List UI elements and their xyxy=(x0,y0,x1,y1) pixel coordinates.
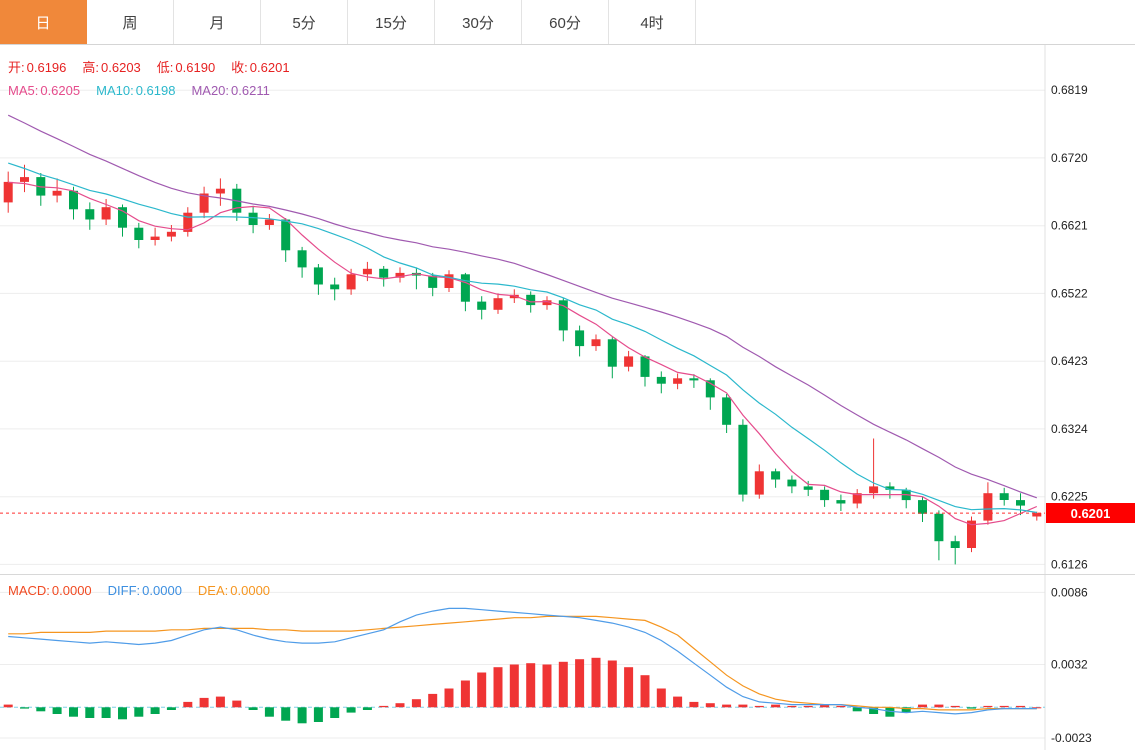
timeframe-tabs: 日周月 5分 15分 30分 60分 4时 xyxy=(0,0,1135,45)
price-axis-label-8: 0.6126 xyxy=(1051,557,1088,571)
macd-value: 0.0000 xyxy=(51,583,92,598)
dea-label: DEA: xyxy=(197,583,229,598)
macd-label: MACD: xyxy=(8,583,50,598)
macd-axis-label-1: 0.0086 xyxy=(1051,585,1088,599)
macd-grid: 0.0086 0.0032 -0.0023 xyxy=(0,575,1092,750)
ma20-label: MA20: xyxy=(191,83,230,98)
macd-axis-label-2: 0.0032 xyxy=(1051,658,1088,672)
price-axis-label-1: 0.6819 xyxy=(1051,83,1088,97)
macd-chart: 0.0086 0.0032 -0.0023 xyxy=(0,575,1092,750)
diff-line xyxy=(8,607,1037,715)
open-value: 0.6196 xyxy=(26,60,67,75)
dea-value: 0.0000 xyxy=(230,583,271,598)
ma5-value: 0.6205 xyxy=(40,83,81,98)
price-axis-label-4: 0.6522 xyxy=(1051,286,1088,300)
candles-layer xyxy=(3,164,1042,565)
high-value: 0.6203 xyxy=(101,60,141,75)
ma5-label: MA5: xyxy=(8,83,39,98)
price-axis-label-6: 0.6324 xyxy=(1051,422,1088,436)
open-label: 开: xyxy=(8,60,25,75)
diff-label: DIFF: xyxy=(107,583,141,598)
ma-legend: MA5: 0.6205 MA10: 0.6198 MA20: 0.6211 xyxy=(8,83,286,98)
price-axis-label-2: 0.6720 xyxy=(1051,151,1088,165)
macd-legend: MACD: 0.0000 DIFF: 0.0000 DEA: 0.0000 xyxy=(8,583,286,598)
timeframe-tab-3[interactable]: 月 xyxy=(174,0,261,44)
ma10-line xyxy=(8,162,1037,514)
macd-histogram xyxy=(3,657,1042,724)
ma20-line xyxy=(7,114,1038,499)
timeframe-tab-5[interactable]: 15分 xyxy=(348,0,435,44)
price-axis-label-7: 0.6225 xyxy=(1051,490,1088,504)
timeframe-tab-4[interactable]: 5分 xyxy=(261,0,348,44)
ohlc-legend: 开: 0.6196 高: 0.6203 低: 0.6190 收: 0.6201 xyxy=(8,57,306,76)
price-grid: 0.6819 0.6720 0.6621 0.6522 0.6423 0.6324 0.62… xyxy=(0,45,1088,574)
timeframe-tab-8[interactable]: 4时 xyxy=(609,0,696,44)
current-price-tag: 0.6201 xyxy=(1046,503,1135,523)
ma20-value: 0.6211 xyxy=(231,83,270,98)
low-value: 0.6190 xyxy=(175,60,216,75)
ma5-line xyxy=(8,181,1038,526)
timeframe-tab-6[interactable]: 30分 xyxy=(435,0,522,44)
dea-line xyxy=(8,615,1037,711)
timeframe-tab-2[interactable]: 周 xyxy=(87,0,174,44)
low-label: 低: xyxy=(156,60,174,75)
ma10-label: MA10: xyxy=(96,83,134,98)
timeframe-tab-7[interactable]: 60分 xyxy=(522,0,609,44)
timeframe-tab-1[interactable]: 日 xyxy=(0,0,87,44)
macd-panel: 0.0086 0.0032 -0.0023 MACD: 0.0000 DIFF: 0.00… xyxy=(0,575,1135,750)
diff-value: 0.0000 xyxy=(142,583,182,598)
ma10-value: 0.6198 xyxy=(135,83,176,98)
close-value: 0.6201 xyxy=(249,60,290,75)
price-axis-label-3: 0.6621 xyxy=(1051,219,1088,233)
high-label: 高: xyxy=(82,60,100,75)
price-axis-label-5: 0.6423 xyxy=(1051,354,1088,368)
close-label: 收: xyxy=(231,60,248,75)
price-chart: 0.6819 0.6720 0.6621 0.6522 0.6423 0.6324 0.62… xyxy=(0,45,1088,574)
price-panel: 0.6819 0.6720 0.6621 0.6522 0.6423 0.6324 0.62… xyxy=(0,45,1135,575)
macd-axis-label-3: -0.0023 xyxy=(1051,731,1092,745)
